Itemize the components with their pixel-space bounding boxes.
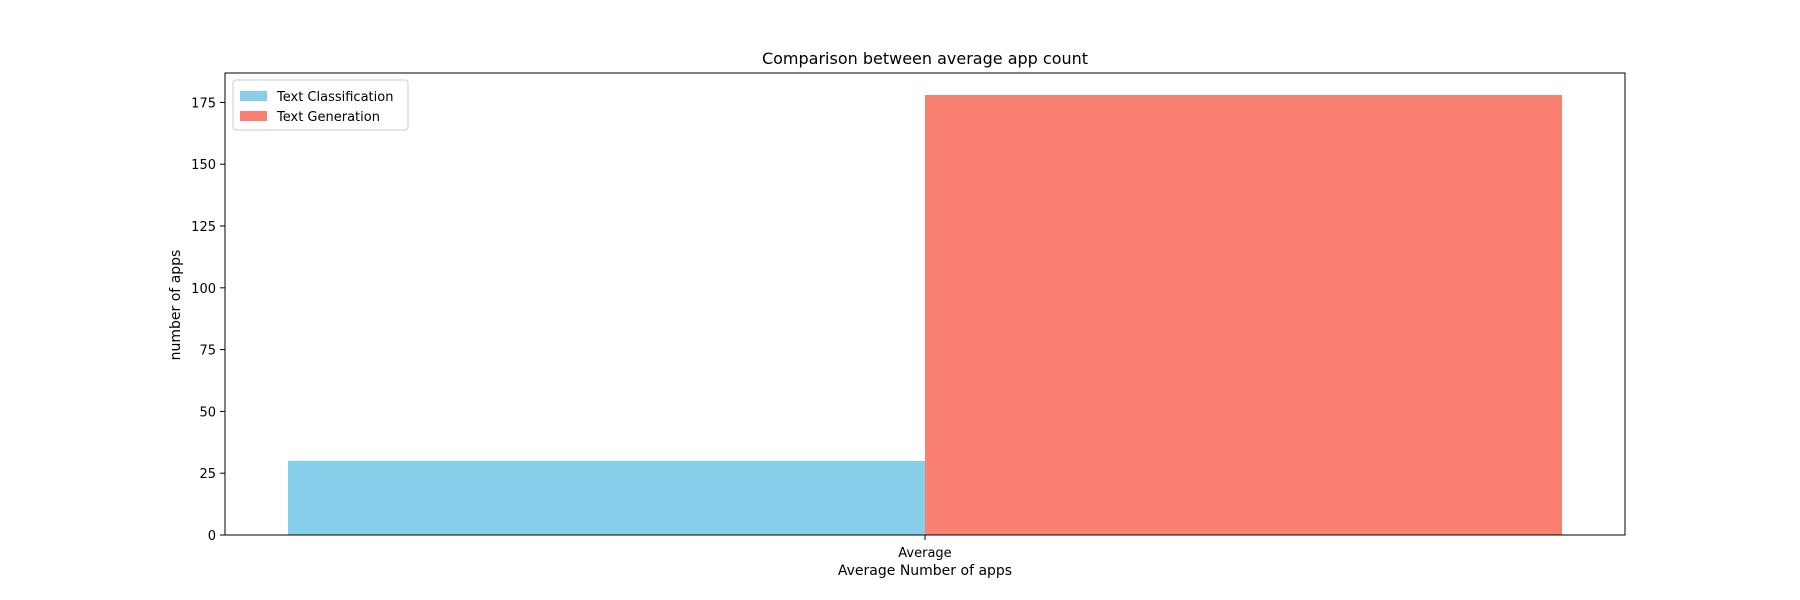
axes-frame [224,72,1626,536]
chart-title: Comparison between average app count [762,49,1088,68]
bar-text-generation [925,95,1562,535]
y-tick-label: 125 [191,220,216,235]
y-axis-label: number of apps [168,250,184,361]
y-tick-label: 150 [191,158,216,173]
y-tick-label: 100 [191,282,216,297]
legend-swatch [240,111,267,121]
x-tick-label: Average [898,546,951,561]
y-tick-label: 50 [199,405,216,420]
legend: Text Classification Text Generation [232,79,409,131]
y-tick-label: 175 [191,96,216,111]
x-axis-label: Average Number of apps [838,563,1012,579]
legend-label: Text Classification [276,90,393,105]
plot-area: Average 0 25 50 75 100 125 150 175 [191,72,1626,561]
legend-swatch [240,91,267,101]
bar-text-classification [288,460,925,535]
y-tick-label: 0 [208,529,216,544]
legend-box [232,79,409,131]
y-tick-label: 75 [199,344,216,359]
legend-label: Text Generation [276,110,380,125]
y-tick-label: 25 [199,467,216,482]
